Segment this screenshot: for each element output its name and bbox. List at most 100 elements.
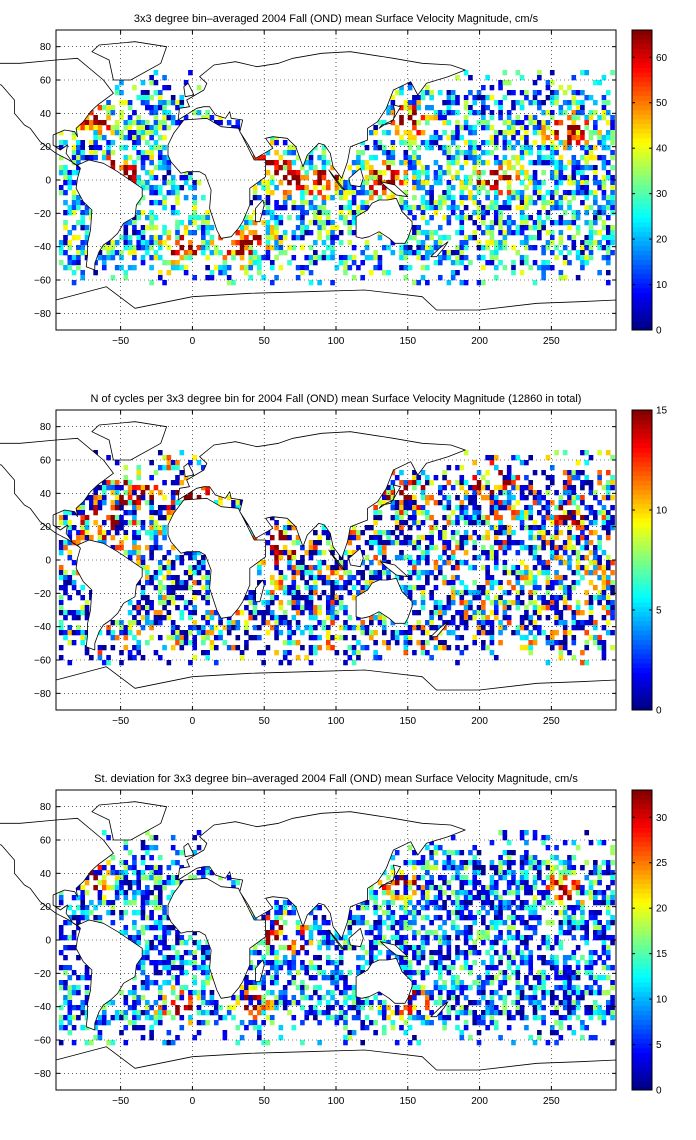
data-bin [584, 540, 590, 546]
data-bin [498, 485, 503, 491]
data-bin [84, 515, 90, 521]
data-bin [571, 495, 577, 501]
data-bin [584, 120, 590, 126]
data-bin [127, 625, 133, 631]
data-bin [558, 235, 564, 241]
data-bin [157, 600, 163, 606]
data-bin [218, 500, 223, 506]
data-bin [97, 630, 103, 636]
australia-coastline [355, 577, 413, 624]
data-bin [244, 215, 249, 221]
data-bin [493, 515, 499, 521]
data-bin [597, 470, 602, 476]
data-bin [106, 630, 111, 636]
data-bin [459, 150, 465, 156]
data-bin [562, 510, 568, 516]
data-bin [162, 615, 167, 621]
data-bin [179, 635, 185, 641]
data-bin [71, 540, 77, 546]
data-bin [399, 480, 404, 486]
data-bin [313, 220, 318, 226]
data-bin [179, 610, 185, 616]
data-bin [502, 570, 508, 576]
data-bin [506, 860, 512, 866]
data-bin [511, 135, 516, 141]
data-bin [446, 165, 452, 171]
data-bin [278, 605, 284, 611]
data-bin [489, 900, 495, 906]
data-bin [493, 500, 499, 506]
data-bin [472, 150, 478, 156]
data-bin [519, 100, 525, 106]
data-bin [450, 185, 456, 191]
data-bin [67, 265, 73, 271]
data-bin [300, 235, 305, 241]
data-bin [519, 135, 525, 141]
data-bin [192, 180, 198, 186]
data-bin [446, 170, 452, 176]
data-bin [532, 190, 538, 196]
data-bin [338, 240, 344, 246]
data-bin [136, 115, 142, 121]
data-bin [300, 545, 305, 551]
data-bin [429, 540, 434, 546]
data-bin [463, 520, 469, 526]
data-bin [601, 585, 607, 591]
data-bin [274, 230, 279, 236]
data-bin [110, 150, 116, 156]
data-bin [429, 205, 434, 211]
data-bin [610, 475, 615, 481]
data-bin [515, 895, 521, 901]
data-bin [106, 250, 111, 256]
data-bin [84, 880, 90, 886]
data-bin [571, 500, 577, 506]
data-bin [188, 630, 193, 636]
data-bin [588, 245, 594, 251]
data-bin [248, 200, 254, 206]
data-bin [390, 530, 396, 536]
data-bin [101, 500, 107, 506]
data-bin [394, 540, 400, 546]
data-bin [468, 535, 473, 541]
data-bin [106, 655, 111, 661]
colorbar-segment [632, 184, 652, 190]
data-bin [321, 250, 327, 256]
data-bin [274, 560, 279, 566]
data-bin [601, 135, 607, 141]
data-bin [532, 830, 538, 836]
data-bin [76, 615, 81, 621]
data-bin [416, 95, 422, 101]
data-bin [433, 850, 439, 856]
data-bin [519, 230, 525, 236]
data-bin [575, 190, 581, 196]
data-bin [110, 905, 116, 911]
data-bin [239, 265, 245, 271]
data-bin [433, 865, 439, 871]
data-bin [511, 485, 516, 491]
data-bin [347, 265, 353, 271]
data-bin [313, 615, 318, 621]
data-bin [532, 520, 538, 526]
data-bin [446, 465, 452, 471]
data-bin [265, 255, 271, 261]
data-bin [265, 205, 271, 211]
data-bin [554, 615, 559, 621]
data-bin [481, 105, 486, 111]
colorbar-segment [632, 541, 652, 547]
data-bin [558, 860, 564, 866]
colorbar-frame [631, 29, 653, 331]
data-bin [360, 625, 366, 631]
data-bin [58, 170, 64, 176]
data-bin [442, 170, 447, 176]
data-bin [71, 210, 77, 216]
data-bin [601, 510, 607, 516]
data-bin [433, 520, 439, 526]
data-bin [317, 905, 322, 911]
data-bin [162, 885, 167, 891]
data-bin [71, 150, 77, 156]
data-bin [110, 515, 116, 521]
data-bin [58, 605, 64, 611]
data-bin [580, 175, 585, 181]
data-bin [515, 485, 521, 491]
data-bin [119, 255, 124, 261]
